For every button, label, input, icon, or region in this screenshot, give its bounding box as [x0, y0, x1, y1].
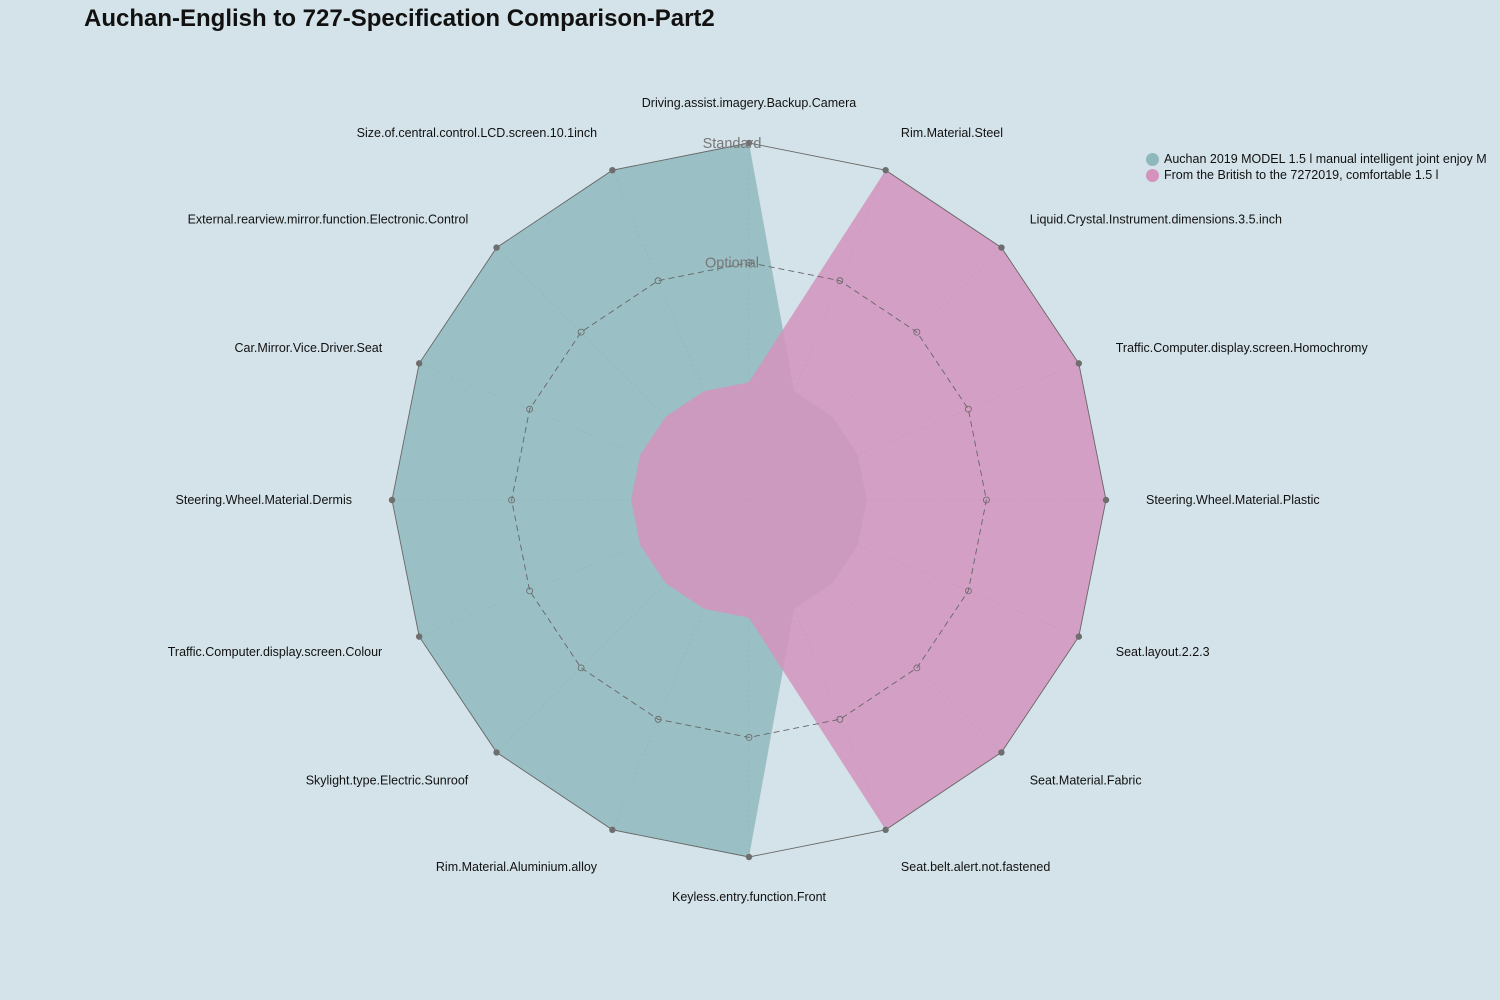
standard-marker-13: [388, 496, 396, 504]
legend-item-series-1: Auchan 2019 MODEL 1.5 l manual intellige…: [1146, 151, 1500, 167]
legend-label-series-1: Auchan 2019 MODEL 1.5 l manual intellige…: [1164, 152, 1487, 166]
axis-label-15: External.rearview.mirror.function.Electr…: [188, 212, 469, 226]
axis-label-4: Traffic.Computer.display.screen.Homochro…: [1116, 341, 1369, 355]
legend: Auchan 2019 MODEL 1.5 l manual intellige…: [1146, 151, 1500, 183]
optional-marker-6: [964, 587, 972, 595]
axis-label-9: Keyless.entry.function.Front: [672, 890, 827, 904]
axis-label-10: Rim.Material.Aluminium.alloy: [436, 860, 598, 874]
standard-marker-3: [998, 244, 1005, 251]
axis-labels: Driving.assist.imagery.Backup.Camera Rim.…: [168, 96, 1369, 904]
axis-label-12: Traffic.Computer.display.screen.Colour: [168, 645, 382, 659]
chart-title: Auchan-English to 727-Specification Comp…: [84, 5, 715, 32]
axis-label-11: Skylight.type.Electric.Sunroof: [306, 774, 469, 788]
optional-marker-3: [913, 328, 921, 336]
standard-marker-10: [609, 826, 616, 834]
axis-label-1: Driving.assist.imagery.Backup.Camera: [642, 96, 856, 110]
level-label-2: Optional: [705, 256, 759, 272]
series-1-area: [392, 143, 867, 857]
optional-marker-16: [654, 277, 662, 285]
axis-label-5: Steering.Wheel.Material.Plastic: [1146, 493, 1320, 507]
legend-item-series-2: From the British to the 7272019, comfort…: [1146, 167, 1500, 183]
standard-marker-1: [745, 139, 753, 147]
axis-label-13: Steering.Wheel.Material.Dermis: [176, 493, 352, 507]
series-2-area: [631, 170, 1106, 830]
legend-swatch-series-2: [1146, 168, 1159, 182]
axis-label-3: Liquid.Crystal.Instrument.dimensions.3.5…: [1030, 212, 1282, 226]
axis-label-2: Rim.Material.Steel: [901, 126, 1003, 140]
optional-marker-14: [526, 405, 534, 413]
optional-marker-13: [508, 496, 515, 504]
standard-marker-4: [1075, 360, 1083, 367]
optional-marker-8: [836, 715, 844, 723]
optional-marker-2: [836, 277, 844, 285]
optional-marker-4: [964, 405, 972, 413]
axis-label-14: Car.Mirror.Vice.Driver.Seat: [234, 341, 382, 355]
axis-label-7: Seat.Material.Fabric: [1030, 774, 1142, 788]
standard-marker-5: [1102, 496, 1110, 504]
standard-marker-7: [998, 749, 1005, 756]
standard-marker-16: [609, 166, 616, 174]
optional-marker-1: [745, 259, 753, 266]
level-label-1: Standard: [703, 136, 762, 152]
radar-series-layer: [392, 143, 1106, 857]
standard-marker-12: [415, 633, 423, 640]
optional-marker-15: [577, 328, 585, 336]
standard-marker-15: [493, 244, 500, 251]
standard-marker-8: [882, 826, 889, 834]
standard-marker-6: [1075, 633, 1083, 640]
standard-marker-9: [745, 853, 753, 861]
radar-overlay: Standard Optional: [388, 136, 1110, 861]
optional-marker-10: [654, 715, 662, 723]
standard-marker-2: [882, 166, 889, 174]
axis-label-8: Seat.belt.alert.not.fastened: [901, 860, 1050, 874]
legend-label-series-2: From the British to the 7272019, comfort…: [1164, 168, 1439, 182]
optional-marker-5: [983, 496, 990, 504]
optional-marker-7: [913, 664, 921, 672]
optional-marker-12: [526, 587, 534, 595]
standard-marker-11: [493, 749, 500, 756]
axis-label-16: Size.of.central.control.LCD.screen.10.1i…: [357, 126, 597, 140]
axis-label-6: Seat.layout.2.2.3: [1116, 645, 1210, 659]
optional-marker-9: [745, 734, 753, 741]
standard-marker-14: [415, 360, 423, 367]
ring-optional: [511, 262, 987, 738]
legend-swatch-series-1: [1146, 152, 1159, 166]
optional-marker-11: [577, 664, 585, 672]
